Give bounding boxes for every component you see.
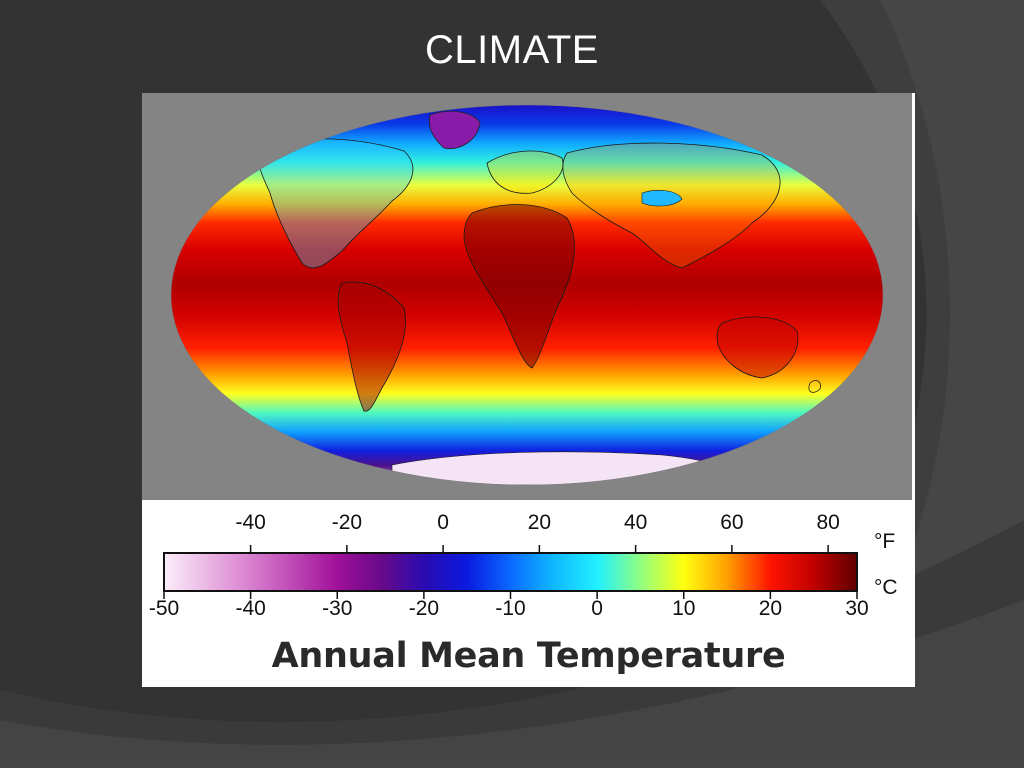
- fahrenheit-tick-label: -20: [331, 511, 363, 534]
- celsius-tick-label: -40: [235, 597, 266, 620]
- fahrenheit-tick-label: 20: [527, 511, 552, 534]
- fahrenheit-tick-label: 0: [437, 511, 449, 534]
- celsius-tick-label: 30: [845, 597, 869, 620]
- map-panel: [142, 93, 912, 500]
- celsius-tick-label: -20: [408, 597, 440, 620]
- celsius-tick-label: 20: [758, 597, 783, 620]
- fahrenheit-tick-label: -40: [235, 511, 266, 534]
- celsius-tick-label: 10: [672, 597, 696, 620]
- slide-title: CLIMATE: [425, 28, 599, 72]
- celsius-tick-label: 0: [591, 597, 603, 620]
- fahrenheit-tick-label: 80: [816, 511, 840, 534]
- world-temperature-map: [170, 104, 884, 486]
- celsius-unit: °C: [874, 576, 898, 599]
- legend-title: Annual Mean Temperature: [271, 636, 786, 676]
- celsius-tick-label: -50: [148, 597, 180, 620]
- fahrenheit-unit: °F: [874, 530, 896, 553]
- fahrenheit-tick-label: 40: [623, 511, 648, 534]
- temperature-legend: -40 -20 0 20 40 60 80 -50 -40 -30 -20 -10 0 10 20 30 °…: [142, 500, 915, 687]
- celsius-tick-label: -30: [322, 597, 353, 620]
- celsius-tick-label: -10: [495, 597, 526, 620]
- fahrenheit-tick-label: 60: [720, 511, 744, 534]
- color-scale-bar: [163, 545, 858, 599]
- climate-figure: -40 -20 0 20 40 60 80 -50 -40 -30 -20 -10 0 10 20 30 °…: [142, 93, 915, 687]
